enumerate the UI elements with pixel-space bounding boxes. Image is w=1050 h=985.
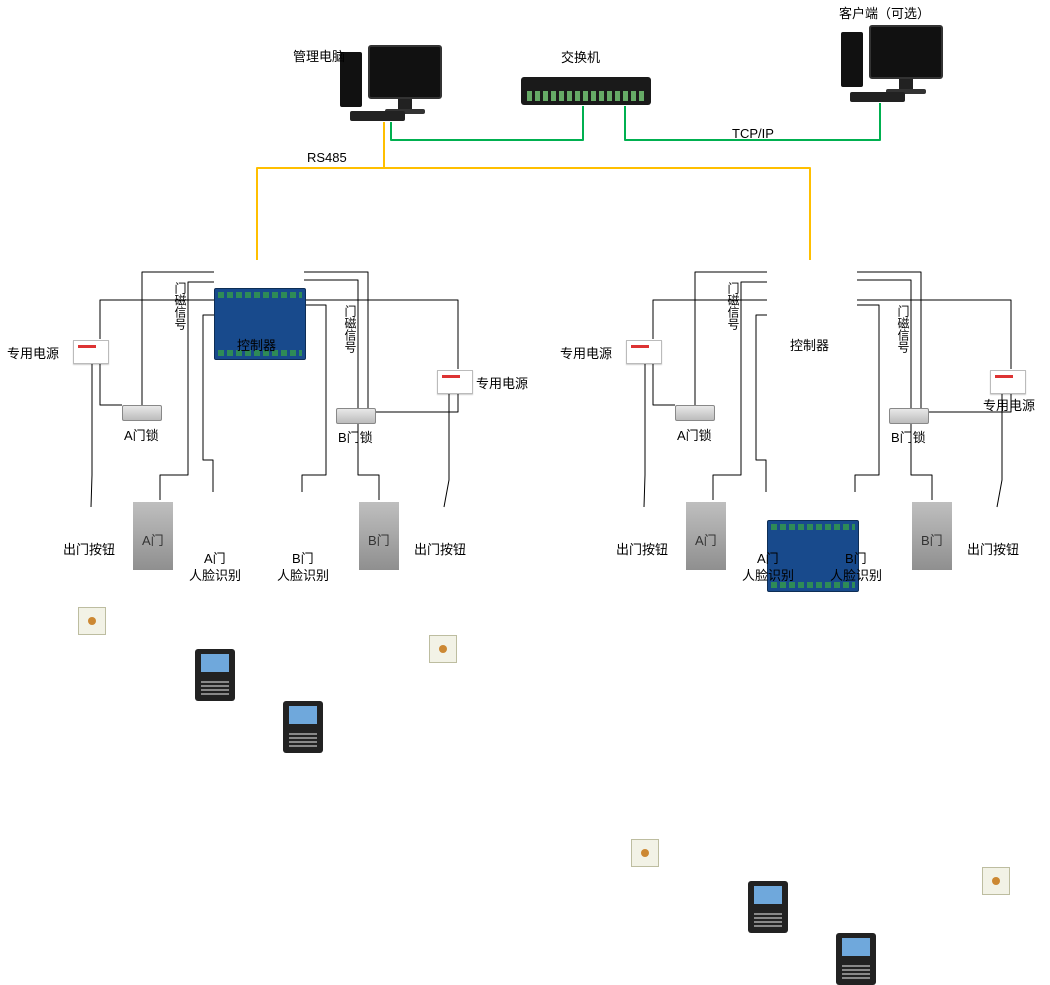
client-pc-keyboard (850, 92, 905, 102)
cluster2-lock-label-1: A门锁 (677, 425, 712, 444)
cluster1-face-terminal-2 (283, 701, 323, 753)
cluster1-door-sensor-label-2: 门磁信号 (342, 305, 359, 353)
cluster2-psu-2 (990, 370, 1026, 394)
client-pc-label: 客户端（可选） (839, 3, 930, 22)
cluster1-exit-button-2 (429, 635, 457, 663)
cluster2-face-terminal-1 (748, 881, 788, 933)
cluster1-lock-label-1: A门锁 (124, 425, 159, 444)
cluster1-exit-button-label-2: 出门按钮 (414, 539, 466, 558)
cluster2-psu-1 (626, 340, 662, 364)
mgmt-pc-label: 管理电脑 (293, 46, 345, 65)
cluster1-psu-label-1: 专用电源 (7, 343, 59, 362)
rs485-label: RS485 (307, 150, 347, 165)
cluster1-psu-2 (437, 370, 473, 394)
cluster2-exit-button-2 (982, 867, 1010, 895)
cluster1-door-label-2: B门 (368, 530, 390, 549)
cluster2-door-sensor-label-2: 门磁信号 (895, 305, 912, 353)
cluster1-door-sensor-label-1: 门磁信号 (172, 282, 189, 330)
cluster2-controller-label: 控制器 (790, 335, 829, 354)
cluster2-exit-button-1 (631, 839, 659, 867)
cluster2-face-terminal-2 (836, 933, 876, 985)
cluster2-face-terminal-label-bot-1: 人脸识别 (742, 565, 794, 584)
cluster1-face-terminal-1 (195, 649, 235, 701)
cluster1-lock-label-2: B门锁 (338, 427, 373, 446)
cluster1-exit-button-label-1: 出门按钮 (63, 539, 115, 558)
cluster1-door-label-1: A门 (142, 530, 164, 549)
mgmt-pc-keyboard (350, 111, 405, 121)
cluster2-lock-label-2: B门锁 (891, 427, 926, 446)
cluster2-lock-1 (675, 405, 715, 421)
network-switch (521, 77, 651, 105)
cluster1-lock-2 (336, 408, 376, 424)
cluster1-psu-label-2: 专用电源 (476, 373, 528, 392)
cluster1-psu-1 (73, 340, 109, 364)
cluster2-door-label-1: A门 (695, 530, 717, 549)
switch-label: 交换机 (561, 47, 600, 66)
cluster1-controller-label: 控制器 (237, 335, 276, 354)
cluster2-exit-button-label-2: 出门按钮 (967, 539, 1019, 558)
cluster2-door-sensor-label-1: 门磁信号 (725, 282, 742, 330)
cluster2-lock-2 (889, 408, 929, 424)
cluster1-lock-1 (122, 405, 162, 421)
cluster2-exit-button-label-1: 出门按钮 (616, 539, 668, 558)
cluster2-door-label-2: B门 (921, 530, 943, 549)
cluster2-face-terminal-label-bot-2: 人脸识别 (830, 565, 882, 584)
cluster2-psu-label-2: 专用电源 (983, 395, 1035, 414)
tcpip-label: TCP/IP (732, 126, 774, 141)
mgmt-pc-monitor (368, 45, 442, 99)
client-pc-tower (841, 32, 863, 87)
cluster1-exit-button-1 (78, 607, 106, 635)
client-pc-monitor (869, 25, 943, 79)
cluster2-psu-label-1: 专用电源 (560, 343, 612, 362)
cluster1-face-terminal-label-bot-2: 人脸识别 (277, 565, 329, 584)
cluster1-face-terminal-label-bot-1: 人脸识别 (189, 565, 241, 584)
network-topology-diagram: 管理电脑 交换机 客户端（可选） TCP/IP RS485 控制器 门磁信号 门磁信… (0, 0, 1050, 627)
